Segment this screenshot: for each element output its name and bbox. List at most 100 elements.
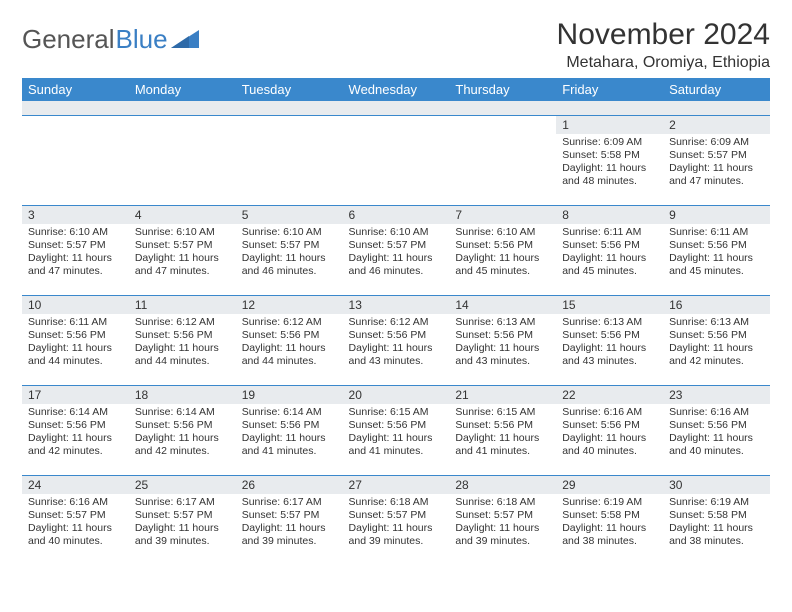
day-text: Sunrise: 6:10 AMSunset: 5:57 PMDaylight:… bbox=[343, 224, 450, 283]
calendar-cell: 25Sunrise: 6:17 AMSunset: 5:57 PMDayligh… bbox=[129, 475, 236, 565]
day-line: Sunset: 5:56 PM bbox=[135, 329, 230, 342]
day-number: 19 bbox=[236, 386, 343, 404]
day-line: Sunrise: 6:10 AM bbox=[242, 226, 337, 239]
day-number: 17 bbox=[22, 386, 129, 404]
calendar-cell: 14Sunrise: 6:13 AMSunset: 5:56 PMDayligh… bbox=[449, 295, 556, 385]
day-line: Sunset: 5:56 PM bbox=[669, 239, 764, 252]
day-line: Daylight: 11 hours and 41 minutes. bbox=[349, 432, 444, 458]
day-line: Daylight: 11 hours and 41 minutes. bbox=[242, 432, 337, 458]
col-header: Monday bbox=[129, 78, 236, 101]
day-line: Daylight: 11 hours and 44 minutes. bbox=[135, 342, 230, 368]
day-line: Sunrise: 6:10 AM bbox=[28, 226, 123, 239]
day-text: Sunrise: 6:14 AMSunset: 5:56 PMDaylight:… bbox=[236, 404, 343, 463]
calendar-cell: 8Sunrise: 6:11 AMSunset: 5:56 PMDaylight… bbox=[556, 205, 663, 295]
logo: GeneralBlue bbox=[22, 18, 199, 55]
day-line: Sunset: 5:56 PM bbox=[28, 329, 123, 342]
calendar-body: 1Sunrise: 6:09 AMSunset: 5:58 PMDaylight… bbox=[22, 101, 770, 565]
calendar-cell: 2Sunrise: 6:09 AMSunset: 5:57 PMDaylight… bbox=[663, 115, 770, 205]
day-line: Sunrise: 6:14 AM bbox=[135, 406, 230, 419]
day-line: Sunrise: 6:11 AM bbox=[669, 226, 764, 239]
col-header: Saturday bbox=[663, 78, 770, 101]
calendar-cell: 18Sunrise: 6:14 AMSunset: 5:56 PMDayligh… bbox=[129, 385, 236, 475]
day-line: Sunset: 5:56 PM bbox=[135, 419, 230, 432]
day-line: Sunrise: 6:14 AM bbox=[242, 406, 337, 419]
day-number: 23 bbox=[663, 386, 770, 404]
day-text: Sunrise: 6:09 AMSunset: 5:58 PMDaylight:… bbox=[556, 134, 663, 193]
day-text: Sunrise: 6:12 AMSunset: 5:56 PMDaylight:… bbox=[129, 314, 236, 373]
day-line: Daylight: 11 hours and 44 minutes. bbox=[28, 342, 123, 368]
day-line: Daylight: 11 hours and 42 minutes. bbox=[28, 432, 123, 458]
day-line: Sunrise: 6:09 AM bbox=[562, 136, 657, 149]
day-line: Sunset: 5:57 PM bbox=[242, 239, 337, 252]
calendar-cell: 5Sunrise: 6:10 AMSunset: 5:57 PMDaylight… bbox=[236, 205, 343, 295]
day-text: Sunrise: 6:11 AMSunset: 5:56 PMDaylight:… bbox=[22, 314, 129, 373]
day-line: Daylight: 11 hours and 48 minutes. bbox=[562, 162, 657, 188]
day-text: Sunrise: 6:12 AMSunset: 5:56 PMDaylight:… bbox=[343, 314, 450, 373]
day-line: Sunset: 5:57 PM bbox=[28, 239, 123, 252]
day-number: 5 bbox=[236, 206, 343, 224]
day-number: 2 bbox=[663, 116, 770, 134]
calendar-cell: 15Sunrise: 6:13 AMSunset: 5:56 PMDayligh… bbox=[556, 295, 663, 385]
calendar-cell bbox=[129, 115, 236, 205]
day-line: Sunrise: 6:12 AM bbox=[242, 316, 337, 329]
day-text: Sunrise: 6:13 AMSunset: 5:56 PMDaylight:… bbox=[556, 314, 663, 373]
col-header: Sunday bbox=[22, 78, 129, 101]
col-header: Thursday bbox=[449, 78, 556, 101]
day-line: Daylight: 11 hours and 39 minutes. bbox=[349, 522, 444, 548]
day-text: Sunrise: 6:12 AMSunset: 5:56 PMDaylight:… bbox=[236, 314, 343, 373]
calendar-cell: 11Sunrise: 6:12 AMSunset: 5:56 PMDayligh… bbox=[129, 295, 236, 385]
calendar-row: 3Sunrise: 6:10 AMSunset: 5:57 PMDaylight… bbox=[22, 205, 770, 295]
logo-text-1: General bbox=[22, 24, 115, 55]
day-number: 26 bbox=[236, 476, 343, 494]
day-text: Sunrise: 6:18 AMSunset: 5:57 PMDaylight:… bbox=[449, 494, 556, 553]
day-number: 1 bbox=[556, 116, 663, 134]
day-text: Sunrise: 6:15 AMSunset: 5:56 PMDaylight:… bbox=[343, 404, 450, 463]
day-line: Sunrise: 6:11 AM bbox=[28, 316, 123, 329]
day-line: Sunset: 5:57 PM bbox=[28, 509, 123, 522]
calendar-cell: 1Sunrise: 6:09 AMSunset: 5:58 PMDaylight… bbox=[556, 115, 663, 205]
day-line: Sunset: 5:56 PM bbox=[455, 419, 550, 432]
day-text: Sunrise: 6:10 AMSunset: 5:57 PMDaylight:… bbox=[22, 224, 129, 283]
day-line: Sunset: 5:57 PM bbox=[349, 239, 444, 252]
calendar-cell: 29Sunrise: 6:19 AMSunset: 5:58 PMDayligh… bbox=[556, 475, 663, 565]
day-line: Sunrise: 6:10 AM bbox=[135, 226, 230, 239]
day-text: Sunrise: 6:11 AMSunset: 5:56 PMDaylight:… bbox=[556, 224, 663, 283]
day-line: Sunset: 5:57 PM bbox=[455, 509, 550, 522]
day-number: 22 bbox=[556, 386, 663, 404]
day-text: Sunrise: 6:13 AMSunset: 5:56 PMDaylight:… bbox=[663, 314, 770, 373]
day-line: Daylight: 11 hours and 40 minutes. bbox=[28, 522, 123, 548]
day-line: Daylight: 11 hours and 39 minutes. bbox=[455, 522, 550, 548]
day-line: Daylight: 11 hours and 42 minutes. bbox=[135, 432, 230, 458]
day-line: Sunset: 5:56 PM bbox=[562, 239, 657, 252]
day-line: Daylight: 11 hours and 44 minutes. bbox=[242, 342, 337, 368]
day-number: 7 bbox=[449, 206, 556, 224]
day-number: 27 bbox=[343, 476, 450, 494]
day-line: Sunrise: 6:10 AM bbox=[349, 226, 444, 239]
calendar-cell: 13Sunrise: 6:12 AMSunset: 5:56 PMDayligh… bbox=[343, 295, 450, 385]
day-number: 3 bbox=[22, 206, 129, 224]
day-text: Sunrise: 6:16 AMSunset: 5:56 PMDaylight:… bbox=[556, 404, 663, 463]
logo-triangle-icon bbox=[171, 24, 199, 55]
col-header: Wednesday bbox=[343, 78, 450, 101]
day-line: Daylight: 11 hours and 43 minutes. bbox=[349, 342, 444, 368]
day-line: Daylight: 11 hours and 39 minutes. bbox=[135, 522, 230, 548]
calendar-cell: 19Sunrise: 6:14 AMSunset: 5:56 PMDayligh… bbox=[236, 385, 343, 475]
day-line: Sunrise: 6:18 AM bbox=[349, 496, 444, 509]
day-text: Sunrise: 6:16 AMSunset: 5:57 PMDaylight:… bbox=[22, 494, 129, 553]
day-line: Sunset: 5:57 PM bbox=[135, 509, 230, 522]
day-line: Sunrise: 6:16 AM bbox=[28, 496, 123, 509]
day-line: Sunrise: 6:13 AM bbox=[455, 316, 550, 329]
calendar-cell: 7Sunrise: 6:10 AMSunset: 5:56 PMDaylight… bbox=[449, 205, 556, 295]
day-line: Sunrise: 6:17 AM bbox=[242, 496, 337, 509]
day-number: 28 bbox=[449, 476, 556, 494]
day-line: Daylight: 11 hours and 47 minutes. bbox=[135, 252, 230, 278]
day-number: 24 bbox=[22, 476, 129, 494]
calendar-cell: 27Sunrise: 6:18 AMSunset: 5:57 PMDayligh… bbox=[343, 475, 450, 565]
calendar-head: SundayMondayTuesdayWednesdayThursdayFrid… bbox=[22, 78, 770, 101]
day-number: 15 bbox=[556, 296, 663, 314]
day-text: Sunrise: 6:14 AMSunset: 5:56 PMDaylight:… bbox=[22, 404, 129, 463]
day-text: Sunrise: 6:17 AMSunset: 5:57 PMDaylight:… bbox=[236, 494, 343, 553]
day-text: Sunrise: 6:19 AMSunset: 5:58 PMDaylight:… bbox=[556, 494, 663, 553]
calendar-cell bbox=[236, 115, 343, 205]
day-text: Sunrise: 6:17 AMSunset: 5:57 PMDaylight:… bbox=[129, 494, 236, 553]
